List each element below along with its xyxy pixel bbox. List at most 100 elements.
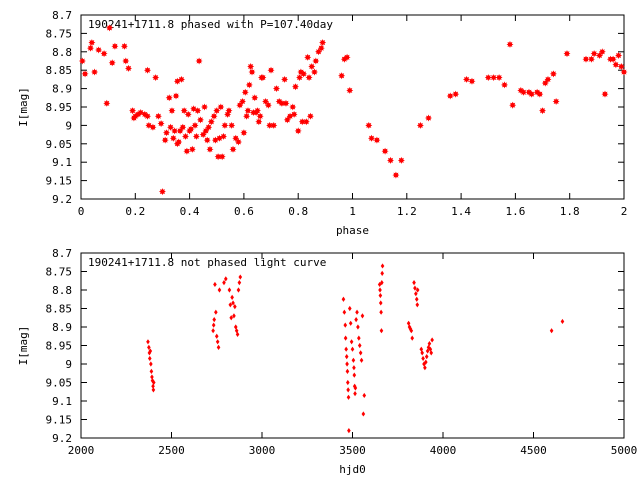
data-point [424, 359, 428, 365]
data-point [191, 121, 199, 129]
data-point [317, 44, 325, 52]
data-point [304, 53, 312, 61]
data-point [125, 64, 132, 72]
data-point [103, 99, 111, 107]
data-point [231, 300, 235, 306]
data-point [342, 309, 347, 315]
data-point [300, 70, 308, 78]
y-tick-label: 8.8 [52, 284, 72, 297]
data-point [590, 50, 598, 58]
data-point [180, 107, 188, 115]
data-point [345, 368, 350, 374]
y-axis-label: I[mag] [17, 326, 30, 366]
data-point [380, 270, 384, 276]
data-point [298, 118, 306, 126]
data-point [378, 300, 383, 306]
data-point [484, 74, 492, 82]
data-point [228, 302, 233, 308]
data-point [353, 391, 357, 397]
data-point [421, 355, 425, 362]
data-point [144, 112, 151, 120]
data-point [216, 344, 221, 350]
y-tick-label: 8.75 [46, 266, 73, 279]
data-point [615, 52, 623, 59]
data-point [235, 331, 240, 337]
data-point [149, 368, 154, 374]
data-point [358, 350, 363, 356]
data-point [346, 387, 350, 393]
data-point [415, 302, 420, 308]
data-point [347, 428, 351, 434]
data-point [423, 365, 427, 371]
data-point [536, 90, 544, 98]
data-point [270, 121, 278, 129]
data-point [598, 48, 606, 56]
data-point [267, 66, 275, 74]
data-point [167, 123, 175, 131]
data-point [147, 350, 152, 356]
y-tick-label: 9.1 [52, 156, 72, 169]
data-point [468, 77, 476, 85]
data-point [427, 341, 432, 347]
data-point [100, 50, 108, 58]
data-point [266, 121, 274, 129]
data-point [238, 274, 243, 280]
data-point [192, 132, 200, 140]
data-point [146, 339, 150, 345]
data-point [108, 59, 116, 67]
x-tick-label: 1.8 [560, 205, 580, 218]
data-point [187, 125, 195, 133]
data-point [218, 153, 226, 161]
x-tick-label: 3500 [339, 444, 366, 457]
data-point [229, 145, 237, 153]
data-point [428, 346, 433, 352]
data-point [122, 57, 130, 65]
data-point [520, 88, 527, 96]
data-point [452, 90, 460, 98]
data-point [549, 70, 557, 78]
data-point [413, 285, 417, 291]
data-point [213, 281, 217, 288]
data-point [410, 335, 415, 341]
data-point [414, 296, 419, 302]
y-tick-label: 8.85 [46, 64, 73, 77]
data-point [620, 68, 628, 76]
data-point [214, 333, 219, 339]
data-point [151, 379, 156, 386]
data-point [168, 107, 176, 115]
data-point [560, 318, 565, 325]
data-point [408, 326, 413, 332]
x-tick-label: 0.2 [125, 205, 145, 218]
data-point [377, 281, 382, 288]
data-point [552, 98, 560, 105]
data-point [344, 346, 348, 352]
data-point [302, 118, 310, 126]
data-point [429, 350, 434, 356]
data-point [278, 99, 286, 107]
data-point [224, 276, 228, 282]
data-point [463, 75, 470, 83]
data-point [539, 107, 546, 115]
data-point [365, 121, 373, 129]
data-series [78, 24, 628, 196]
data-point [352, 372, 357, 378]
data-point [412, 280, 416, 286]
data-point [387, 156, 394, 164]
y-tick-label: 9.15 [46, 175, 73, 188]
y-tick-label: 9.1 [52, 395, 72, 408]
data-point [111, 42, 119, 50]
y-tick-label: 8.9 [52, 321, 72, 334]
data-point [305, 74, 313, 82]
data-point [175, 138, 183, 146]
data-point [188, 145, 196, 153]
x-tick-label: 0.6 [234, 205, 254, 218]
data-point [422, 361, 426, 367]
data-point [157, 120, 165, 128]
y-tick-label: 8.7 [52, 247, 72, 260]
data-point [379, 328, 384, 334]
data-point [227, 287, 232, 293]
x-tick-label: 1.6 [505, 205, 525, 218]
data-point [254, 107, 261, 115]
data-point [235, 138, 242, 146]
data-point [230, 294, 234, 300]
